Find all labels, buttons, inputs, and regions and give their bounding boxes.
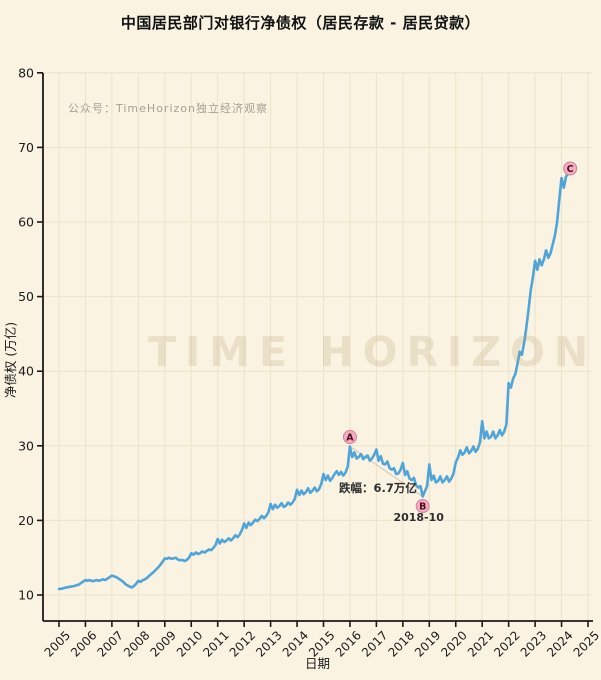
x-tick-label: 2018: [385, 628, 416, 659]
y-axis-label: 净债权 (万亿): [3, 322, 18, 398]
x-tick-label: 2016: [333, 628, 364, 659]
x-tick-label: 2014: [280, 628, 311, 659]
x-tick-label: 2025: [571, 628, 601, 659]
y-tick-label: 10: [18, 588, 34, 603]
x-tick-label: 2006: [68, 628, 99, 659]
y-tick-label: 60: [18, 215, 34, 230]
x-tick-label: 2010: [174, 628, 205, 659]
y-tick-label: 20: [18, 513, 34, 528]
x-tick-label: 2005: [42, 628, 73, 659]
x-tick-label: 2021: [465, 628, 496, 659]
watermark-brand: TIME HORIZON: [148, 328, 598, 376]
y-tick-label: 80: [18, 65, 34, 80]
drop-annotation: 跌幅：6.7万亿: [339, 481, 417, 495]
x-tick-label: 2023: [518, 628, 549, 659]
x-tick-label: 2008: [121, 628, 152, 659]
point-b-marker: [415, 499, 430, 514]
y-tick-label: 30: [18, 438, 34, 453]
x-tick-label: 2020: [438, 628, 469, 659]
x-tick-label: 2007: [95, 628, 126, 659]
point-a-marker: [342, 430, 357, 445]
x-tick-label: 2015: [306, 628, 337, 659]
point-b-letter: B: [419, 502, 426, 513]
x-tick-label: 2013: [253, 628, 284, 659]
y-tick-label: 50: [18, 289, 34, 304]
point-b-caption: 2018-10: [393, 511, 444, 524]
point-c-letter: C: [567, 164, 574, 175]
x-tick-label: 2011: [200, 628, 231, 659]
x-tick-label: 2017: [359, 628, 390, 659]
x-tick-label: 2019: [412, 628, 443, 659]
x-tick-label: 2012: [227, 628, 258, 659]
series-line: [57, 172, 570, 591]
x-tick-label: 2022: [491, 628, 522, 659]
chart-title: 中国居民部门对银行净债权（居民存款 - 居民贷款）: [120, 14, 481, 32]
y-tick-label: 40: [18, 364, 34, 379]
point-a-letter: A: [346, 433, 354, 444]
y-tick-label: 70: [18, 140, 34, 155]
point-c-marker: [563, 161, 578, 176]
x-axis-label: 日期: [305, 656, 330, 671]
watermark-account: 公众号：TimeHorizon独立经济观察: [68, 102, 268, 115]
x-tick-label: 2009: [147, 628, 178, 659]
x-tick-label: 2024: [544, 628, 575, 659]
